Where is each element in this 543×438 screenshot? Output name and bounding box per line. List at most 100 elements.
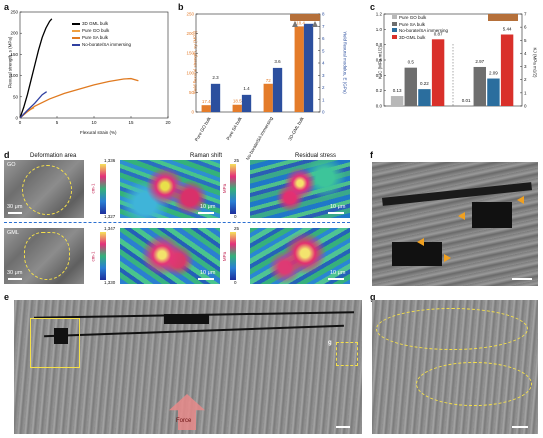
- x-tick-label: 0: [19, 120, 22, 125]
- y-tick-label: 100: [186, 70, 194, 75]
- x-tick-label: 10: [91, 120, 97, 125]
- scale-bar: [8, 212, 22, 214]
- bar-value-label: 2.09: [489, 71, 498, 76]
- legend-item-go: Pure GO bulk: [392, 15, 448, 22]
- sem-image-g: [372, 300, 538, 434]
- arrow-icon: [517, 196, 524, 204]
- force-label: Force: [176, 418, 192, 424]
- panel-c-label: c: [370, 2, 376, 12]
- crack-gap: [164, 314, 209, 324]
- y-tick-label: 1.0: [376, 27, 383, 32]
- y-tick-label: 6: [322, 36, 325, 41]
- legend-item-sa: Pure SA bulk: [72, 34, 131, 41]
- y-tick-label: 0: [191, 110, 194, 115]
- deformation-outline: [22, 165, 72, 215]
- bar-label-strength: 72: [266, 78, 272, 83]
- bar-label-modulus: 1.4: [243, 86, 250, 91]
- cbar2-unit: MPa: [222, 183, 228, 194]
- stress-map-gml: 10 μm: [250, 228, 350, 284]
- arrow-icon: [444, 254, 451, 262]
- cbar1-top: 1,336: [104, 158, 116, 163]
- y-tick-label: 7: [322, 24, 325, 29]
- scale-bar: [512, 426, 528, 428]
- support-icon: [292, 21, 298, 27]
- bar-value-label: 0.13: [393, 88, 402, 93]
- arrow-icon: [458, 212, 465, 220]
- cbar3-top: 1,347: [104, 226, 116, 231]
- col-title-stress: Residual stress: [295, 153, 337, 159]
- raman-map-gml: 10 μm: [120, 228, 220, 284]
- bar-0-2: [418, 89, 431, 106]
- scale-bar: [336, 426, 350, 428]
- legend-item-gml: 3D-GML bulk: [392, 34, 448, 42]
- scale-bar: [328, 212, 344, 214]
- gml-row-label: GML: [7, 230, 19, 236]
- crack-gap: [472, 202, 512, 228]
- crack-gap: [392, 242, 442, 266]
- bar-modulus: [241, 94, 252, 112]
- panel-b-label: b: [178, 2, 184, 12]
- highlight-ellipse: [416, 362, 532, 406]
- bar-label-modulus: 3.6: [274, 59, 281, 64]
- y-tick-label: 1: [322, 97, 325, 102]
- y-tick-label: 1.2: [376, 12, 383, 17]
- scale-label: 30 μm: [7, 204, 23, 210]
- y-tick-label: 100: [10, 73, 18, 78]
- y-tick-label: 4: [524, 51, 527, 56]
- stress-colorbar-1: [230, 164, 236, 214]
- highlight-ellipse: [376, 308, 528, 350]
- bar-modulus: [210, 83, 221, 112]
- go-deformation-image: GO 30 μm: [4, 160, 84, 218]
- beam-icon: [290, 14, 320, 21]
- bar-1-2: [487, 78, 500, 106]
- bar-1-3: [500, 34, 514, 107]
- y-tick-label: 8: [322, 12, 325, 17]
- y-tick-label: 0: [524, 104, 527, 109]
- bar-label-modulus: 2.3: [212, 75, 219, 80]
- row-divider: [4, 222, 350, 223]
- y-tick-label: 0.0: [376, 104, 383, 109]
- gml-deformation-image: GML 30 μm: [4, 228, 84, 284]
- col-title-deformation: Deformation area: [30, 153, 77, 159]
- y-tick-label: 2: [524, 77, 527, 82]
- arrow-icon: [417, 238, 424, 246]
- scale-bar: [8, 278, 22, 280]
- bar-value-label: 0.22: [420, 81, 429, 86]
- y-tick-label: 4: [322, 61, 325, 66]
- y-tick-label: 50: [189, 90, 195, 95]
- zoom-box: [336, 342, 358, 366]
- legend-item-go: Pure GO bulk: [72, 27, 131, 34]
- go-row-label: GO: [7, 162, 16, 168]
- bar-modulus: [272, 67, 283, 112]
- cbar2-bottom: 0: [234, 214, 237, 219]
- sem-image-f: [372, 162, 538, 286]
- y-tick-label: 200: [186, 31, 194, 36]
- panel-f-label: f: [370, 150, 373, 160]
- panel-c-legend: Pure GO bulk Pure SA bulk No-borate/SA i…: [392, 15, 448, 41]
- y-tick-label: 250: [186, 12, 194, 17]
- cbar2-top: 25: [234, 158, 240, 163]
- y-tick-label: 0.8: [376, 42, 383, 47]
- bar-modulus: [303, 23, 314, 112]
- scale-label: 10 μm: [200, 204, 216, 210]
- panel-a-legend: 3D GML bulk Pure GO bulk Pure SA bulk No…: [72, 20, 131, 48]
- bar-value-label: 0.5: [408, 60, 415, 65]
- scale-label: 10 μm: [200, 270, 216, 276]
- bar-value-label: 0.87: [434, 31, 443, 36]
- bar-0-0: [390, 96, 404, 106]
- force-arrow: [169, 394, 205, 430]
- toughness-chart: 0.0 0.2 0.4 0.6 0.8 1.0 1.2 0 1 2 3 4 5 6 7 0.13 0.5 0.22…: [376, 12, 527, 109]
- zoom-box: [30, 318, 80, 368]
- y-tick-label: 5: [322, 48, 325, 53]
- y-tick-label: 3: [524, 64, 527, 69]
- y-tick-label: 7: [524, 12, 527, 17]
- scale-bar: [512, 278, 532, 280]
- series-line: [19, 77, 139, 119]
- bar-strength: [201, 105, 211, 112]
- scale-bar: [328, 278, 344, 280]
- y-tick-label: 250: [10, 10, 18, 15]
- stress-colorbar-2: [230, 232, 236, 280]
- y-tick-label: 0.2: [376, 88, 383, 93]
- y-tick-label: 150: [10, 52, 18, 57]
